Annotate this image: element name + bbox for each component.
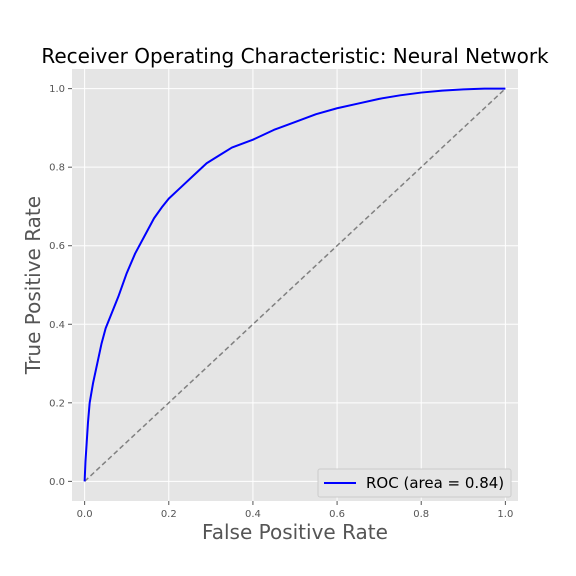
y-tick-label: 0.4 [49, 320, 65, 331]
series-layer [83, 87, 506, 482]
grid [72, 69, 518, 501]
legend: ROC (area = 0.84) [317, 468, 512, 498]
y-tick-label: 0.8 [49, 163, 65, 174]
x-tick-label: 0.0 [77, 509, 93, 520]
x-tick-label: 0.6 [329, 509, 345, 520]
y-tick-label: 1.0 [49, 84, 65, 95]
x-tick-label: 0.8 [413, 509, 429, 520]
y-tick-label: 0.6 [49, 241, 65, 252]
axis-ticks: 0.0 0.2 0.4 0.6 0.8 1.0 0.0 0.2 0.4 0.6 0.8 1.0 [49, 84, 513, 520]
chart-title: Receiver Operating Characteristic: Neura… [41, 44, 549, 68]
plot-area [72, 69, 518, 501]
x-axis-label: False Positive Rate [202, 520, 388, 544]
y-tick-label: 0.2 [49, 398, 65, 409]
x-tick-label: 1.0 [497, 509, 513, 520]
roc-curve-line [83, 87, 506, 482]
x-tick-label: 0.2 [161, 509, 177, 520]
legend-label: ROC (area = 0.84) [366, 474, 504, 492]
x-tick-label: 0.4 [245, 509, 261, 520]
y-axis-label: True Positive Rate [21, 196, 45, 375]
legend-box [317, 468, 512, 498]
y-tick-label: 0.0 [49, 477, 65, 488]
